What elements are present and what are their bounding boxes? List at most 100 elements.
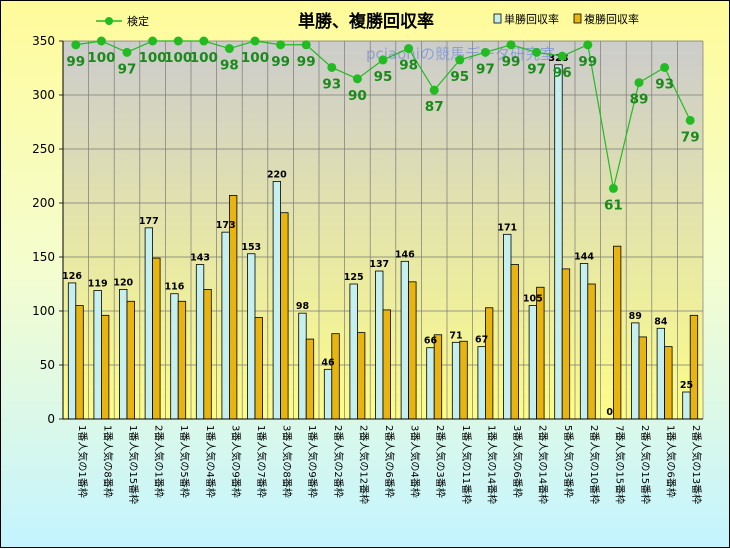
bar-単勝回収率-3番人気の4番枠	[400, 260, 410, 420]
bar-単勝回収率-2番人気の15番枠	[631, 322, 640, 420]
x-category-label: 2番人気の13番枠	[690, 425, 703, 504]
y-tick-label: 250	[32, 142, 55, 156]
bar-複勝回収率-2番人気の14番枠	[536, 286, 545, 420]
line-data-label: 93	[655, 76, 674, 92]
line-data-label: 98	[399, 58, 418, 74]
line-point	[276, 40, 286, 50]
bar-複勝回収率-2番人気の6番枠	[382, 309, 391, 420]
bar-複勝回収率-3番人気の8番枠	[280, 212, 289, 420]
bar-data-label: 67	[475, 335, 488, 346]
bar-複勝回収率-1番人気の14番枠	[484, 307, 494, 420]
x-category-label: 2番人気の2番枠	[332, 425, 345, 498]
legend-line-label: 検定	[127, 14, 149, 28]
line-point	[96, 36, 106, 46]
x-category-label: 1番人気の1番枠	[76, 425, 89, 498]
line-data-label: 100	[241, 50, 269, 66]
bar-data-label: 98	[296, 301, 310, 312]
legend-bar1-label: 単勝回収率	[504, 12, 559, 26]
x-category-label: 1番人気の14番枠	[485, 425, 498, 504]
x-category-label: 3番人気の9番枠	[229, 425, 242, 498]
bar-単勝回収率-2番人気の3番枠	[426, 347, 435, 420]
bar-data-label: 173	[216, 220, 236, 231]
bar-複勝回収率-2番人気の13番枠	[689, 314, 699, 420]
bar-複勝回収率-3番人気の4番枠	[408, 281, 417, 420]
line-data-label: 87	[425, 99, 444, 115]
bar-data-label: 116	[165, 282, 185, 293]
bar-複勝回収率-2番人気の2番枠	[331, 333, 340, 420]
line-data-label: 100	[87, 50, 115, 66]
line-point	[685, 115, 695, 125]
line-data-label: 79	[681, 129, 700, 145]
x-category-label: 1番人気の6番枠	[665, 425, 678, 498]
line-point	[557, 51, 567, 61]
y-tick-label: 350	[32, 34, 55, 48]
line-point	[71, 40, 81, 50]
line-point	[378, 55, 388, 65]
bar-複勝回収率-7番人気の15番枠	[613, 245, 622, 420]
x-category-label: 1番人気の11番枠	[460, 425, 473, 504]
line-data-label: 100	[139, 50, 167, 66]
line-data-label: 97	[476, 61, 495, 77]
legend: 検定 単勝回収率 複勝回収率	[96, 12, 639, 28]
bar-単勝回収率-1番人気の5番枠	[170, 293, 179, 420]
bar-data-label: 105	[523, 294, 543, 305]
line-data-label: 100	[190, 50, 218, 66]
y-tick-label: 300	[32, 88, 55, 102]
x-category-label: 2番人気の15番枠	[639, 425, 652, 504]
bar-単勝回収率-1番人気の11番枠	[451, 341, 461, 420]
line-data-label: 100	[164, 50, 192, 66]
bar-data-label: 144	[574, 251, 594, 262]
x-category-label: 7番人気の15番枠	[613, 425, 626, 504]
bar-data-label: 25	[680, 380, 693, 391]
bar-data-label: 120	[113, 277, 133, 288]
x-category-label: 2番人気の3番枠	[434, 425, 447, 498]
bar-単勝回収率-2番人気の2番枠	[323, 368, 333, 420]
legend-bar2-swatch	[573, 13, 582, 24]
bar-data-label: 66	[424, 336, 438, 347]
bar-複勝回収率-2番人気の15番枠	[638, 336, 647, 420]
line-point	[224, 44, 234, 54]
x-category-label: 1番人気の9番枠	[306, 425, 319, 498]
y-tick-label: 100	[32, 304, 55, 318]
line-point	[660, 62, 670, 72]
bar-複勝回収率-3番人気の6番枠	[510, 264, 519, 420]
line-data-label: 89	[630, 92, 649, 108]
bar-複勝回収率-5番人気の3番枠	[561, 268, 571, 420]
x-category-label: 2番人気の12番枠	[357, 425, 370, 504]
bar-data-label: 177	[139, 216, 159, 227]
y-tick-label: 50	[40, 358, 55, 372]
y-tick-label: 150	[32, 250, 55, 264]
line-point	[480, 47, 490, 57]
bar-複勝回収率-1番人気の6番枠	[664, 346, 673, 420]
line-point	[122, 47, 132, 57]
bar-単勝回収率-2番人気の12番枠	[349, 283, 358, 420]
bar-data-label: 119	[88, 278, 108, 289]
x-category-label: 3番人気の4番枠	[409, 425, 422, 498]
line-point	[532, 47, 542, 57]
bar-複勝回収率-1番人気の8番枠	[101, 314, 110, 420]
y-tick-label: 200	[32, 196, 55, 210]
bar-単勝回収率-1番人気の14番枠	[477, 346, 486, 420]
bar-複勝回収率-2番人気の10番枠	[587, 283, 596, 420]
x-category-label: 2番人気の10番枠	[588, 425, 601, 504]
line-data-label: 99	[66, 54, 85, 70]
bar-単勝回収率-1番人気の9番枠	[298, 312, 307, 420]
line-point	[250, 36, 260, 46]
bar-data-label: 0	[606, 407, 613, 418]
bar-複勝回収率-2番人気の1番枠	[152, 257, 161, 420]
x-category-label: 1番人気の5番枠	[178, 425, 191, 498]
x-category-label: 1番人気の15番枠	[127, 425, 140, 504]
bar-data-label: 153	[241, 242, 261, 253]
bar-単勝回収率-3番人気の8番枠	[272, 180, 282, 420]
bar-単勝回収率-5番人気の3番枠	[554, 64, 563, 420]
line-point	[634, 78, 644, 88]
bar-複勝回収率-1番人気の1番枠	[75, 305, 84, 420]
x-category-label: 2番人気の1番枠	[153, 425, 166, 498]
bar-data-label: 126	[62, 271, 82, 282]
line-data-label: 95	[374, 69, 393, 85]
line-data-label: 99	[502, 54, 521, 70]
line-point	[173, 36, 183, 46]
bar-単勝回収率-1番人気の7番枠	[247, 253, 256, 420]
line-point	[455, 55, 465, 65]
